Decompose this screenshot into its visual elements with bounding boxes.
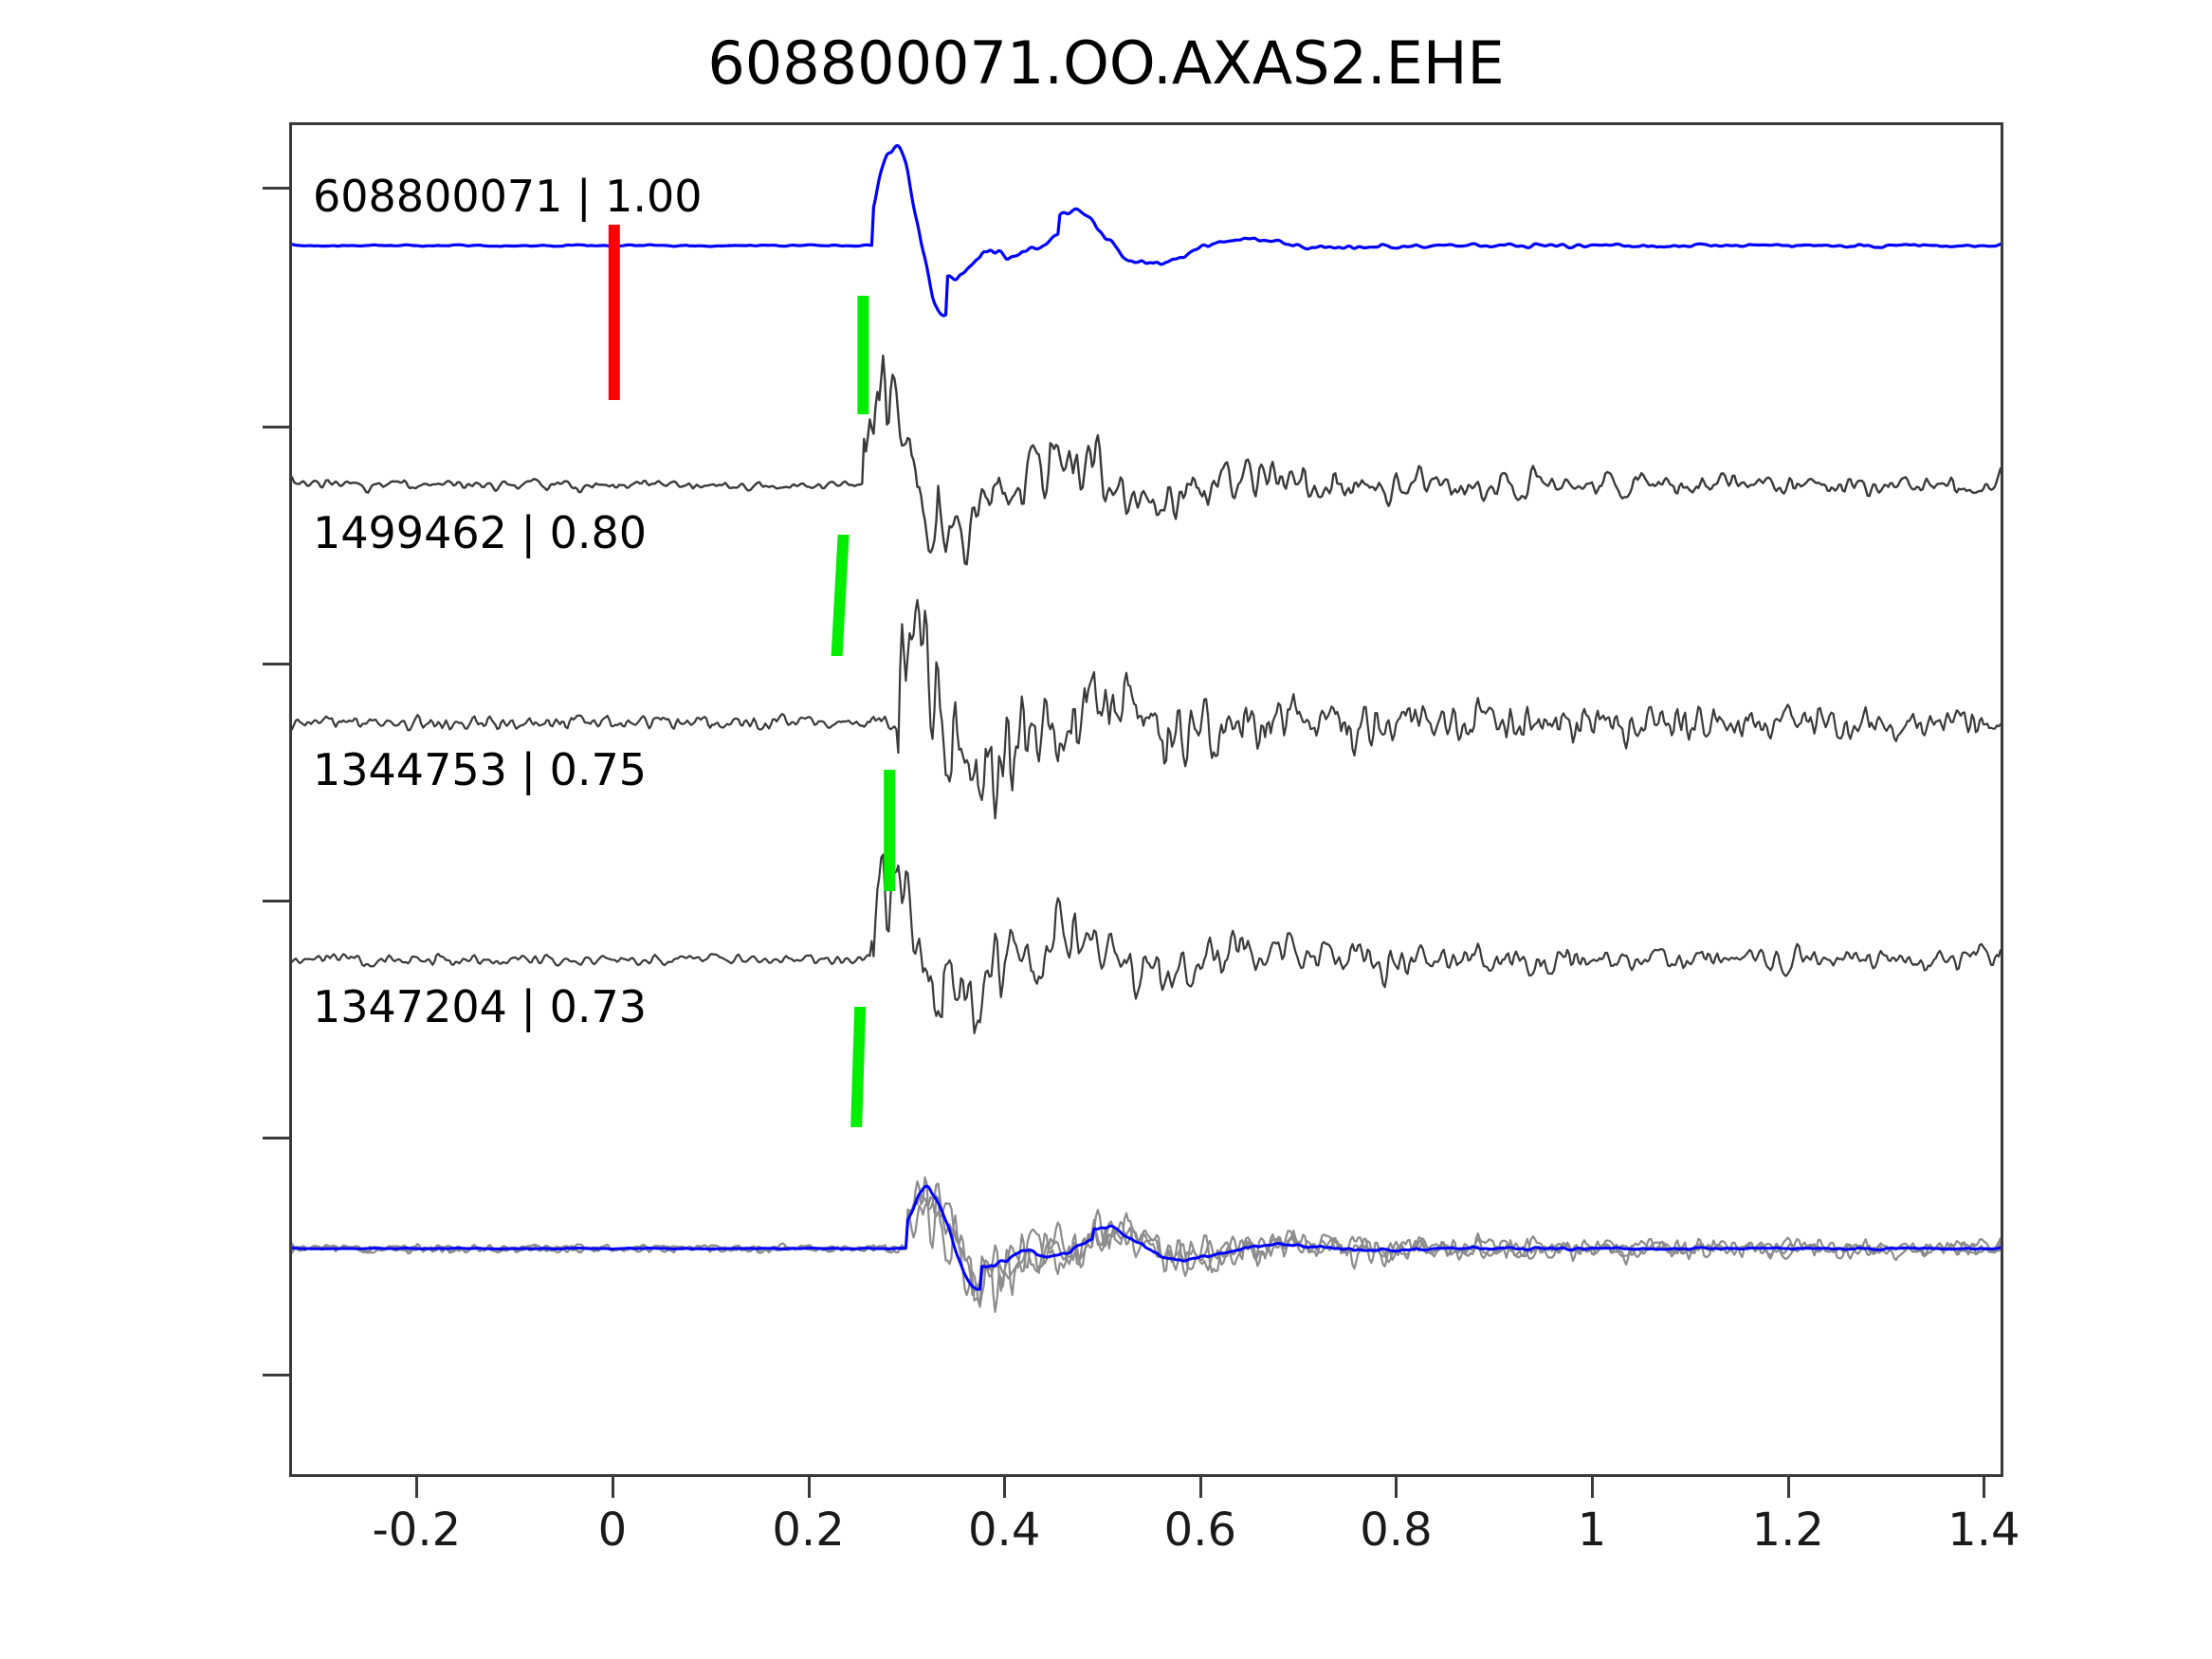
x-tick: [1983, 1477, 1986, 1498]
pick-marker-green-2: [831, 535, 850, 656]
trace-label-4: 1347204 | 0.73: [313, 981, 648, 1032]
x-tick: [611, 1477, 614, 1498]
trace-label-2: 1499462 | 0.80: [313, 507, 648, 558]
y-tick: [263, 900, 291, 902]
x-tick: [1591, 1477, 1595, 1498]
trace-path-1499462: [292, 355, 2001, 566]
x-tick: [1198, 1477, 1202, 1498]
trace-label-3: 1344753 | 0.75: [313, 744, 648, 795]
x-tick: [1003, 1477, 1007, 1498]
pick-marker-green-1: [857, 296, 869, 414]
x-tick-label: 0.2: [772, 1504, 845, 1557]
y-tick: [263, 187, 291, 190]
overlay-path-608800071: [292, 1184, 2001, 1291]
trace-path-1347204: [292, 853, 2001, 1034]
x-tick-label: 0.8: [1360, 1504, 1433, 1557]
trace-path-1344753: [292, 598, 2001, 820]
y-tick: [263, 1374, 291, 1376]
y-tick: [263, 426, 291, 428]
x-tick: [1395, 1477, 1398, 1498]
pick-marker-green-4: [850, 1007, 867, 1127]
x-tick-label: 0.6: [1163, 1504, 1236, 1557]
page-title: 608800071.OO.AXAS2.EHE: [707, 28, 1505, 98]
x-tick: [807, 1477, 811, 1498]
pick-marker-green-3: [884, 770, 896, 891]
x-tick-label: 0.4: [968, 1504, 1041, 1557]
trace-path-608800071: [292, 144, 2001, 318]
trace-label-1: 608800071 | 1.00: [313, 171, 703, 222]
x-axis: -0.2 0 0.2 0.4 0.6 0.8 1 1.2 1.4: [289, 1477, 2020, 1591]
x-tick-label: 1.2: [1751, 1504, 1824, 1557]
plot-area: [292, 125, 2001, 1474]
x-tick-label: 1: [1577, 1504, 1607, 1557]
x-tick: [1786, 1477, 1790, 1498]
y-tick: [263, 1137, 291, 1139]
x-tick-label: 1.4: [1947, 1504, 2020, 1557]
x-tick-label: 0: [597, 1504, 628, 1557]
x-tick-label: -0.2: [372, 1504, 462, 1557]
waveform-svg: [292, 144, 2001, 1313]
y-axis: [261, 122, 291, 1477]
overlay-path-1499462: [292, 1182, 2001, 1297]
origin-marker-red: [608, 225, 620, 400]
plot-frame: [289, 122, 2003, 1477]
overlay-path-1344753: [292, 1176, 2001, 1313]
x-tick: [415, 1477, 419, 1498]
overlay-path-1347204: [292, 1195, 2001, 1304]
y-tick: [263, 663, 291, 665]
